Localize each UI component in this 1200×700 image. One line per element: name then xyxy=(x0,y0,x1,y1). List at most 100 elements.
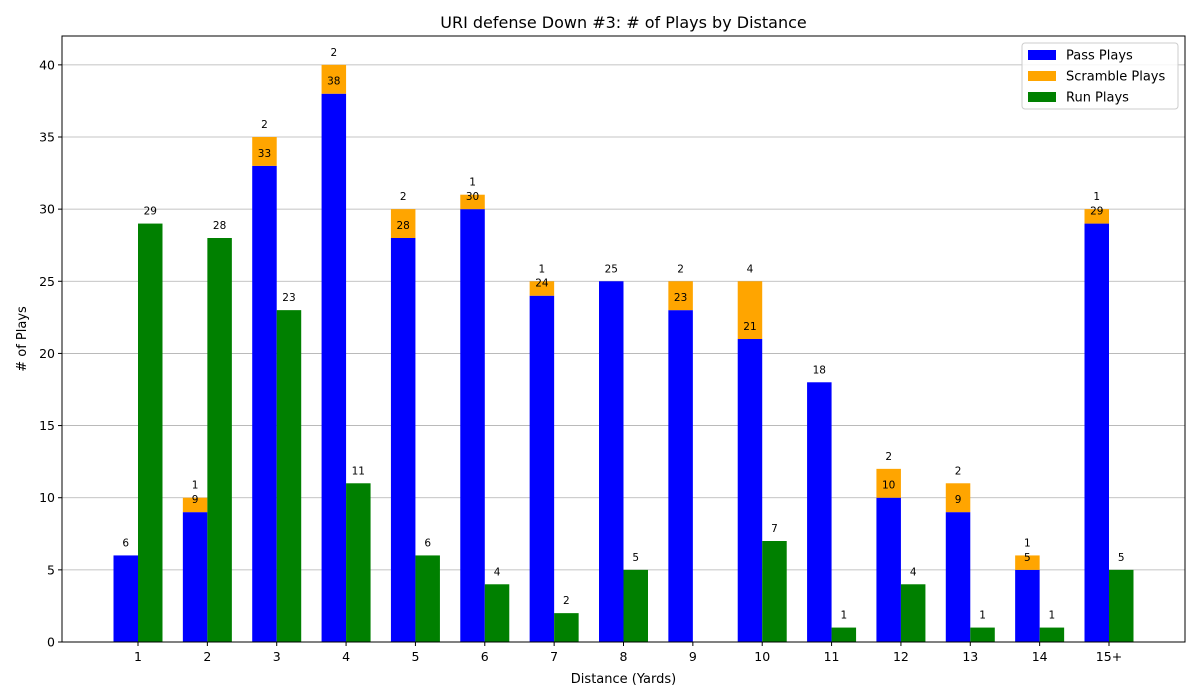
data-label-run: 7 xyxy=(771,523,778,535)
y-tick-label: 30 xyxy=(39,202,55,217)
x-tick-label: 6 xyxy=(481,649,489,664)
data-label-scramble: 1 xyxy=(539,263,546,275)
bar-pass-plays xyxy=(460,209,485,642)
data-label-scramble: 1 xyxy=(469,177,476,189)
bar-scramble-plays xyxy=(1084,209,1109,224)
bar-run-plays xyxy=(207,238,232,642)
data-label-pass: 38 xyxy=(327,76,340,88)
data-label-pass: 21 xyxy=(743,321,756,333)
bar-scramble-plays xyxy=(460,194,485,210)
data-label-scramble: 2 xyxy=(677,263,684,275)
bar-scramble-plays xyxy=(737,281,763,339)
bar-scramble-plays xyxy=(182,497,208,513)
data-labels: 6299128332233821128263014241225523221471… xyxy=(122,47,1124,622)
bar-pass-plays xyxy=(945,512,971,642)
legend-box xyxy=(1021,42,1179,110)
bar-run-plays xyxy=(484,584,510,642)
x-tick-label: 9 xyxy=(689,649,697,664)
bar-run-plays xyxy=(623,569,648,642)
data-label-scramble: 2 xyxy=(330,47,337,59)
data-label-pass: 33 xyxy=(258,148,271,160)
x-axis-label: Distance (Yards) xyxy=(571,672,676,687)
data-label-pass: 23 xyxy=(674,292,687,304)
y-tick-label: 15 xyxy=(39,418,55,433)
data-label-run: 4 xyxy=(494,566,501,578)
legend: Pass Plays Scramble Plays Run Plays xyxy=(1021,42,1179,110)
data-label-scramble: 1 xyxy=(1093,191,1100,203)
x-tick-label: 8 xyxy=(620,649,628,664)
bar-scramble-plays xyxy=(390,209,416,238)
y-tick-label: 35 xyxy=(39,130,55,145)
data-label-pass: 9 xyxy=(955,494,962,506)
bar-run-plays xyxy=(831,627,857,642)
data-label-scramble: 1 xyxy=(192,480,199,492)
data-label-scramble: 2 xyxy=(261,119,268,131)
data-label-scramble: 2 xyxy=(400,191,407,203)
y-tick-label: 25 xyxy=(39,274,55,289)
data-label-run: 11 xyxy=(352,465,365,477)
y-tick-label: 20 xyxy=(39,346,55,361)
bar-run-plays xyxy=(1109,569,1134,642)
y-ticks: 0 5 10 15 20 25 30 35 40 xyxy=(39,57,62,650)
data-label-run: 4 xyxy=(910,566,917,578)
x-tick-label: 7 xyxy=(550,649,558,664)
y-tick-label: 10 xyxy=(39,490,55,505)
bar-scramble-plays xyxy=(252,137,277,166)
data-label-pass: 25 xyxy=(605,263,618,275)
data-label-pass: 9 xyxy=(192,494,199,506)
legend-swatch xyxy=(1028,92,1056,102)
data-label-run: 2 xyxy=(563,595,570,607)
data-label-scramble: 2 xyxy=(885,451,892,463)
bar-pass-plays xyxy=(737,339,763,642)
bar-run-plays xyxy=(138,223,163,643)
bar-pass-plays xyxy=(182,512,208,642)
bar-pass-plays xyxy=(113,555,138,642)
legend-label: Scramble Plays xyxy=(1066,70,1165,85)
data-label-scramble: 4 xyxy=(747,263,754,275)
bar-scramble-plays xyxy=(876,468,901,498)
data-label-scramble: 1 xyxy=(1024,537,1031,549)
bar-pass-plays xyxy=(876,497,901,642)
x-tick-label: 4 xyxy=(342,649,350,664)
bar-pass-plays xyxy=(321,93,347,642)
data-label-run: 23 xyxy=(282,292,295,304)
chart-title: URI defense Down #3: # of Plays by Dista… xyxy=(440,13,806,32)
data-label-run: 5 xyxy=(632,552,639,564)
x-tick-label: 5 xyxy=(411,649,419,664)
bar-run-plays xyxy=(762,541,787,642)
legend-label: Run Plays xyxy=(1066,91,1129,106)
x-tick-label: 15+ xyxy=(1096,649,1122,664)
bar-run-plays xyxy=(346,483,371,642)
data-label-run: 29 xyxy=(144,206,157,218)
bar-pass-plays xyxy=(252,165,277,642)
bar-run-plays xyxy=(970,627,995,642)
y-axis-label: # of Plays xyxy=(15,306,30,372)
data-label-run: 6 xyxy=(424,537,431,549)
data-label-pass: 24 xyxy=(535,278,549,290)
bar-pass-plays xyxy=(390,238,416,642)
data-label-pass: 28 xyxy=(396,220,409,232)
bar-scramble-plays xyxy=(321,64,347,94)
x-tick-label: 12 xyxy=(893,649,909,664)
data-label-pass: 18 xyxy=(813,364,826,376)
bar-pass-plays xyxy=(1084,223,1109,643)
bar-pass-plays xyxy=(599,281,624,642)
x-tick-label: 2 xyxy=(203,649,211,664)
x-tick-label: 3 xyxy=(273,649,281,664)
data-label-run: 1 xyxy=(1049,610,1056,622)
data-label-pass: 5 xyxy=(1024,552,1031,564)
data-label-pass: 6 xyxy=(122,537,129,549)
bar-pass-plays xyxy=(529,295,555,642)
data-label-run: 1 xyxy=(840,610,847,622)
bars xyxy=(113,64,1134,643)
x-tick-label: 10 xyxy=(754,649,770,664)
x-tick-label: 14 xyxy=(1032,649,1048,664)
legend-swatch xyxy=(1028,71,1056,81)
data-label-run: 1 xyxy=(979,610,986,622)
bar-run-plays xyxy=(900,584,926,642)
data-label-pass: 29 xyxy=(1090,206,1103,218)
bar-run-plays xyxy=(415,555,440,642)
x-tick-label: 13 xyxy=(962,649,978,664)
